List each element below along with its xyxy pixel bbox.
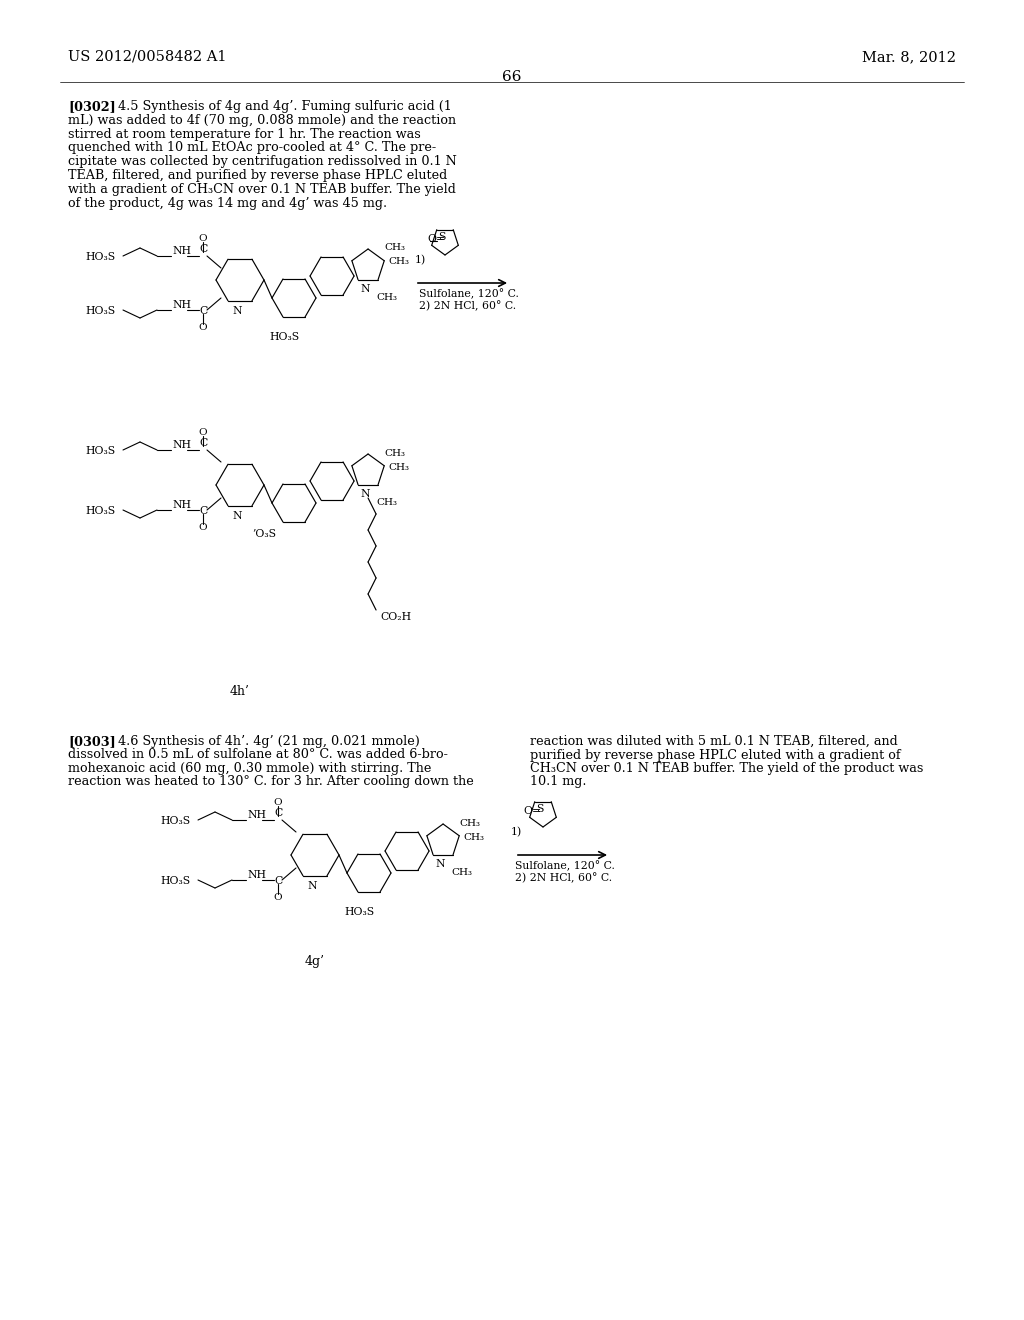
Text: HO₃S: HO₃S — [85, 446, 115, 455]
Text: HO₃S: HO₃S — [85, 252, 115, 261]
Text: 4.5 Synthesis of 4g and 4g’. Fuming sulfuric acid (1: 4.5 Synthesis of 4g and 4g’. Fuming sulf… — [106, 100, 452, 114]
Text: O: O — [273, 799, 282, 807]
Text: HO₃S: HO₃S — [160, 876, 190, 886]
Text: mL) was added to 4f (70 mg, 0.088 mmole) and the reaction: mL) was added to 4f (70 mg, 0.088 mmole)… — [68, 114, 456, 127]
Text: [0303]: [0303] — [68, 735, 116, 748]
Text: O: O — [198, 234, 207, 243]
Text: quenched with 10 mL EtOAc pro-cooled at 4° C. The pre-: quenched with 10 mL EtOAc pro-cooled at … — [68, 141, 436, 154]
Text: mohexanoic acid (60 mg, 0.30 mmole) with stirring. The: mohexanoic acid (60 mg, 0.30 mmole) with… — [68, 762, 431, 775]
Text: N: N — [435, 859, 444, 869]
Text: NH: NH — [172, 500, 191, 510]
Text: CH₃: CH₃ — [376, 498, 397, 507]
Text: N: N — [360, 488, 370, 499]
Text: 1): 1) — [415, 255, 426, 265]
Text: reaction was diluted with 5 mL 0.1 N TEAB, filtered, and: reaction was diluted with 5 mL 0.1 N TEA… — [530, 735, 898, 748]
Text: TEAB, filtered, and purified by reverse phase HPLC eluted: TEAB, filtered, and purified by reverse … — [68, 169, 447, 182]
Text: 4h’: 4h’ — [230, 685, 250, 698]
Text: CO₂H: CO₂H — [380, 612, 412, 622]
Text: N: N — [232, 511, 242, 521]
Text: CH₃: CH₃ — [463, 833, 484, 842]
Text: HO₃S: HO₃S — [85, 306, 115, 315]
Text: CH₃: CH₃ — [451, 869, 472, 876]
Text: CH₃: CH₃ — [388, 257, 409, 267]
Text: with a gradient of CH₃CN over 0.1 N TEAB buffer. The yield: with a gradient of CH₃CN over 0.1 N TEAB… — [68, 182, 456, 195]
Text: stirred at room temperature for 1 hr. The reaction was: stirred at room temperature for 1 hr. Th… — [68, 128, 421, 141]
Text: CH₃: CH₃ — [384, 243, 406, 252]
Text: C: C — [199, 506, 207, 516]
Text: 10.1 mg.: 10.1 mg. — [530, 776, 587, 788]
Text: [0302]: [0302] — [68, 100, 116, 114]
Text: HO₃S: HO₃S — [344, 907, 374, 917]
Text: NH: NH — [247, 810, 266, 820]
Text: US 2012/0058482 A1: US 2012/0058482 A1 — [68, 50, 226, 63]
Text: 4g’: 4g’ — [305, 954, 325, 968]
Text: O: O — [198, 428, 207, 437]
Text: cipitate was collected by centrifugation redissolved in 0.1 N: cipitate was collected by centrifugation… — [68, 156, 457, 168]
Text: HO₃S: HO₃S — [85, 506, 115, 516]
Text: of the product, 4g was 14 mg and 4g’ was 45 mg.: of the product, 4g was 14 mg and 4g’ was… — [68, 197, 387, 210]
Text: S: S — [537, 804, 544, 814]
Text: 2) 2N HCl, 60° C.: 2) 2N HCl, 60° C. — [419, 301, 516, 312]
Text: O: O — [273, 894, 282, 902]
Text: CH₃: CH₃ — [376, 293, 397, 302]
Text: C: C — [274, 876, 283, 886]
Text: NH: NH — [172, 246, 191, 256]
Text: purified by reverse phase HPLC eluted with a gradient of: purified by reverse phase HPLC eluted wi… — [530, 748, 901, 762]
Text: 66: 66 — [502, 70, 522, 84]
Text: HO₃S: HO₃S — [160, 816, 190, 826]
Text: ’O₃S: ’O₃S — [252, 529, 276, 539]
Text: C: C — [199, 306, 207, 315]
Text: 2) 2N HCl, 60° C.: 2) 2N HCl, 60° C. — [515, 873, 612, 883]
Text: C: C — [199, 244, 207, 253]
Text: 1): 1) — [511, 828, 522, 837]
Text: Sulfolane, 120° C.: Sulfolane, 120° C. — [419, 289, 519, 300]
Text: NH: NH — [172, 440, 191, 450]
Text: Sulfolane, 120° C.: Sulfolane, 120° C. — [515, 861, 614, 871]
Text: reaction was heated to 130° C. for 3 hr. After cooling down the: reaction was heated to 130° C. for 3 hr.… — [68, 776, 474, 788]
Text: O: O — [198, 523, 207, 532]
Text: CH₃CN over 0.1 N TEAB buffer. The yield of the product was: CH₃CN over 0.1 N TEAB buffer. The yield … — [530, 762, 924, 775]
Text: NH: NH — [247, 870, 266, 880]
Text: S: S — [438, 232, 445, 242]
Text: O=: O= — [427, 234, 445, 244]
Text: C: C — [199, 438, 207, 447]
Text: CH₃: CH₃ — [388, 462, 409, 471]
Text: 4.6 Synthesis of 4h’. 4g’ (21 mg, 0.021 mmole): 4.6 Synthesis of 4h’. 4g’ (21 mg, 0.021 … — [106, 735, 420, 748]
Text: dissolved in 0.5 mL of sulfolane at 80° C. was added 6-bro-: dissolved in 0.5 mL of sulfolane at 80° … — [68, 748, 447, 762]
Text: HO₃S: HO₃S — [269, 333, 299, 342]
Text: N: N — [360, 284, 370, 294]
Text: CH₃: CH₃ — [459, 818, 480, 828]
Text: NH: NH — [172, 300, 191, 310]
Text: N: N — [232, 306, 242, 315]
Text: CH₃: CH₃ — [384, 449, 406, 458]
Text: N: N — [307, 880, 316, 891]
Text: O=: O= — [523, 807, 541, 816]
Text: O: O — [198, 323, 207, 333]
Text: Mar. 8, 2012: Mar. 8, 2012 — [862, 50, 956, 63]
Text: C: C — [274, 808, 283, 818]
